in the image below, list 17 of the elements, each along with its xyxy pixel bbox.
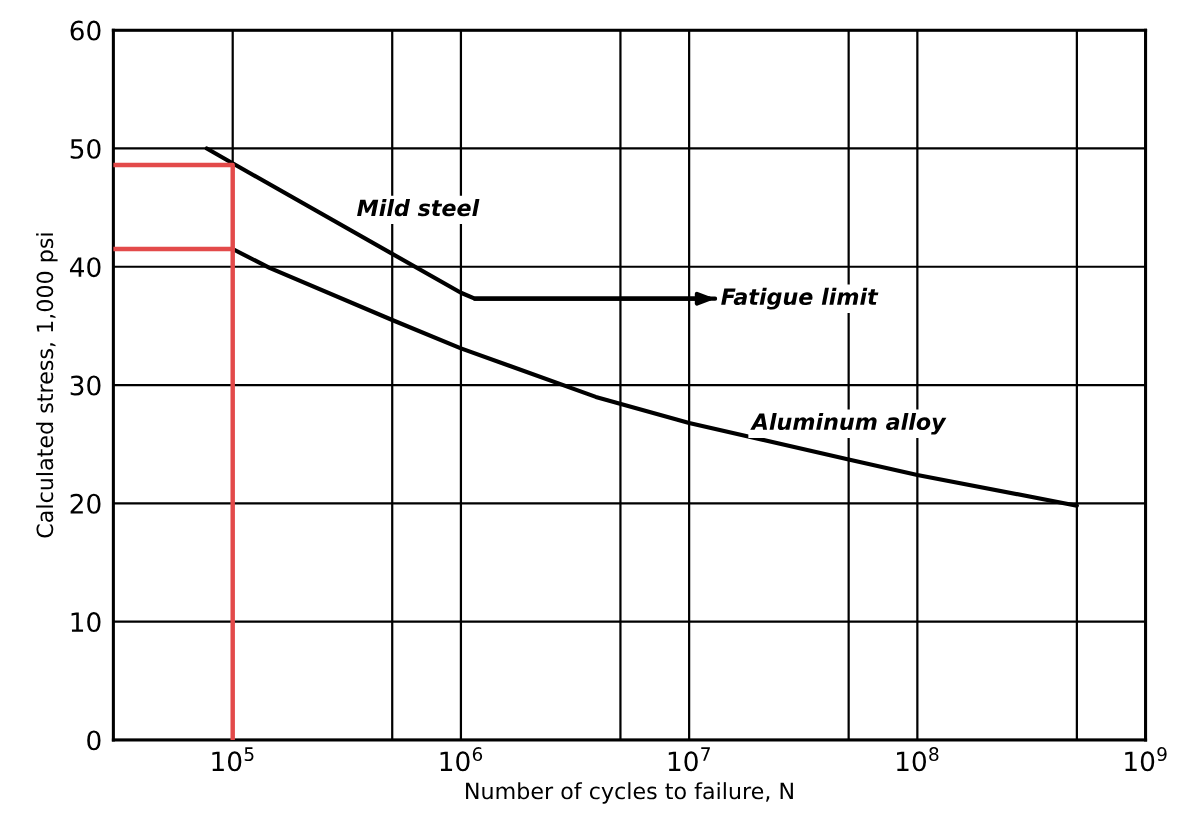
y-tick-label: 10 (71, 612, 101, 633)
x-axis-title: Number of cycles to failure, N (466, 782, 793, 804)
series-label: Aluminum alloy (750, 412, 947, 435)
x-tick-label: 10$^{9}$ (1125, 747, 1167, 772)
y-tick-label: 0 (87, 730, 101, 751)
series-label: Mild steel (357, 199, 480, 217)
y-tick-label: 60 (70, 20, 101, 41)
y-tick-label: 50 (70, 138, 101, 159)
x-tick-label: 10$^{7}$ (668, 747, 710, 772)
x-tick-label: 10$^{5}$ (212, 747, 254, 772)
x-tick-label: 10$^{8}$ (897, 747, 939, 772)
x-tick-label: 10$^{6}$ (440, 747, 483, 772)
annotation: Fatigue limit (721, 287, 879, 310)
y-tick-label: 30 (70, 375, 101, 396)
y-tick-label: 40 (69, 257, 101, 278)
y-tick-label: 20 (70, 493, 101, 514)
y-axis-title: Calculated stress, 1,000 psi (36, 233, 58, 538)
